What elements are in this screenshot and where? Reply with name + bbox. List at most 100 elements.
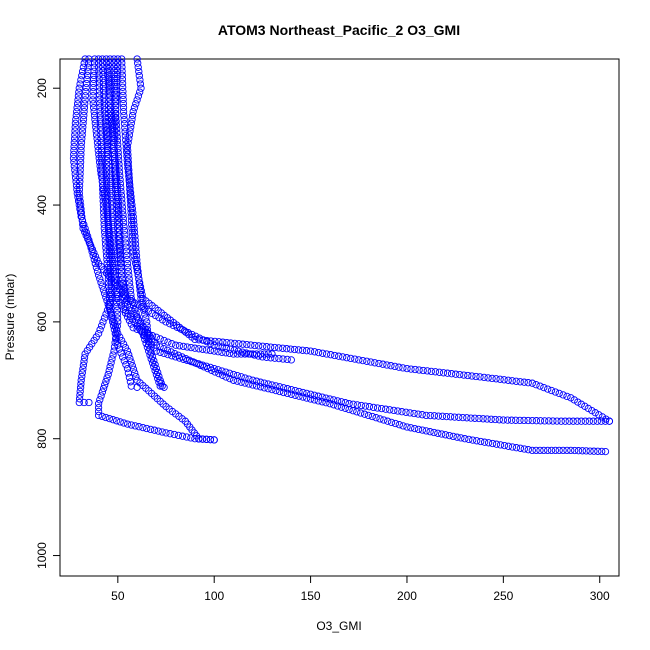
data-point: [95, 154, 103, 162]
data-point: [422, 427, 430, 435]
data-point: [119, 107, 128, 116]
data-point: [598, 447, 606, 456]
data-point: [177, 325, 185, 333]
data-point: [97, 135, 105, 143]
data-point: [170, 430, 178, 439]
data-point: [512, 444, 521, 452]
data-point: [71, 166, 79, 174]
data-point: [119, 215, 127, 223]
data-point: [215, 338, 223, 346]
data-point: [226, 374, 234, 383]
data-point: [96, 103, 104, 111]
data-point: [104, 370, 112, 379]
data-point: [107, 310, 115, 318]
x-axis-label: O3_GMI: [316, 619, 361, 633]
data-point: [96, 99, 104, 107]
data-point: [204, 364, 212, 373]
data-point: [327, 351, 335, 359]
data-point: [113, 133, 121, 141]
data-point: [294, 346, 303, 354]
data-point: [532, 417, 541, 425]
data-point: [103, 259, 111, 268]
data-point: [80, 104, 89, 112]
data-point: [111, 82, 119, 90]
x-tick-label: 150: [301, 589, 321, 603]
data-point: [137, 303, 146, 311]
data-point: [195, 345, 203, 353]
data-point: [70, 135, 79, 143]
data-point: [111, 102, 120, 110]
data-point: [528, 446, 536, 455]
data-point: [96, 123, 105, 131]
data-point: [322, 399, 330, 407]
data-point: [113, 74, 121, 83]
data-point: [426, 428, 434, 436]
data-point: [104, 121, 112, 129]
data-point: [126, 378, 135, 386]
data-point: [101, 240, 110, 248]
data-point: [121, 124, 129, 132]
data-point: [112, 185, 120, 194]
data-point: [463, 414, 471, 422]
data-point: [126, 184, 134, 193]
data-point: [107, 189, 115, 198]
data-point: [154, 374, 162, 383]
data-point: [109, 416, 117, 424]
data-point: [102, 310, 110, 318]
data-point: [122, 148, 131, 156]
data-point: [391, 419, 400, 428]
data-point: [75, 185, 84, 194]
data-point: [110, 55, 118, 63]
data-point: [74, 96, 82, 104]
data-point: [500, 376, 508, 384]
data-point: [93, 256, 101, 264]
data-point: [191, 344, 199, 352]
data-point: [131, 255, 139, 264]
data-point: [407, 365, 415, 373]
data-point: [108, 355, 116, 363]
data-point: [357, 401, 365, 410]
data-point: [251, 341, 259, 350]
data-point: [127, 421, 135, 429]
data-point: [439, 369, 448, 377]
data-point: [95, 91, 104, 99]
data-point: [80, 398, 88, 407]
data-point: [105, 414, 114, 423]
data-point: [377, 404, 386, 413]
data-point: [164, 338, 172, 346]
data-point: [171, 349, 179, 358]
data-point: [96, 95, 104, 103]
data-point: [174, 351, 183, 359]
data-point: [365, 403, 374, 411]
data-point: [107, 359, 115, 367]
data-point: [118, 71, 126, 79]
data-point: [126, 287, 135, 295]
data-point: [198, 345, 207, 353]
data-point: [198, 435, 207, 443]
data-point: [113, 337, 121, 346]
data-point: [130, 104, 139, 112]
data-point: [117, 191, 126, 199]
data-point: [77, 142, 85, 151]
data-point: [111, 178, 120, 186]
data-point: [143, 318, 151, 326]
data-point: [306, 390, 315, 398]
data-point: [337, 403, 346, 411]
data-point: [112, 283, 120, 291]
data-point: [104, 218, 112, 227]
data-point: [581, 402, 589, 410]
data-point: [118, 195, 126, 203]
data-point: [110, 67, 119, 75]
data-point: [97, 127, 105, 135]
data-point: [330, 396, 338, 404]
data-point: [100, 314, 109, 322]
data-point: [85, 238, 93, 247]
data-point: [104, 129, 112, 137]
data-point: [249, 381, 257, 389]
data-point: [272, 382, 280, 390]
data-point: [111, 181, 120, 190]
data-point: [126, 188, 135, 197]
data-point: [69, 154, 78, 162]
data-point: [571, 446, 579, 455]
data-point: [144, 333, 152, 342]
